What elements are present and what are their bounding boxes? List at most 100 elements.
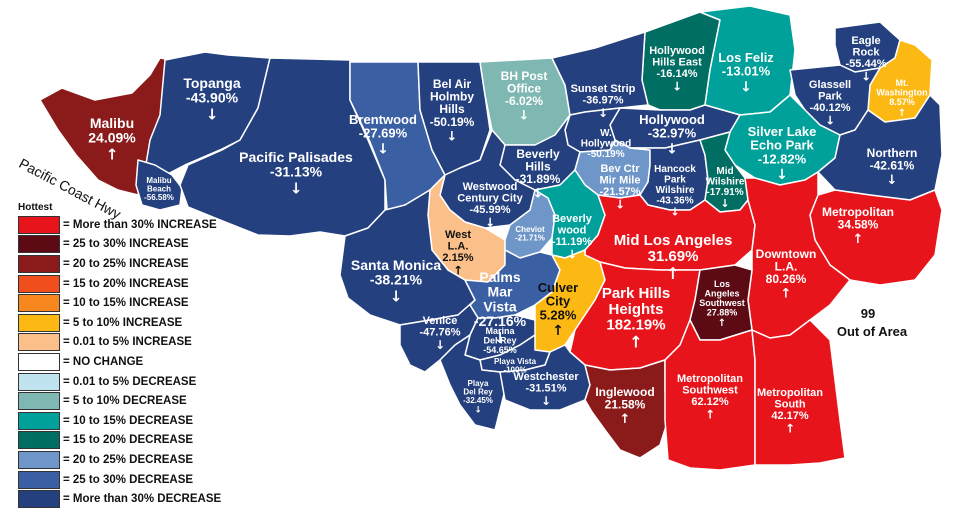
down-arrow-icon: ↓ <box>435 338 445 352</box>
region-percent: -13.01% <box>722 64 771 79</box>
region-percent: -11.19% <box>552 236 593 248</box>
down-arrow-icon: ↓ <box>485 215 495 229</box>
down-arrow-icon: ↓ <box>447 129 458 144</box>
region-name: Heights <box>608 301 663 318</box>
legend-swatch <box>18 235 60 254</box>
legend-label: = More than 30% INCREASE <box>63 218 217 231</box>
region-name: Hollywood <box>581 139 632 150</box>
out-of-area-label: Out of Area <box>837 324 908 339</box>
region-pacific-palisades <box>179 57 386 237</box>
region-percent: -27.16% <box>474 313 527 329</box>
region-name: Office <box>507 82 541 96</box>
region-label-pacific-palisades: Pacific Palisades-31.13%↓ <box>239 149 353 198</box>
region-label-cheviot: Cheviot-21.71% <box>515 225 545 242</box>
region-label-w-hollywood: W.Hollywood-50.19% <box>581 128 632 160</box>
region-percent: -50.19% <box>430 115 475 129</box>
region-label-playa-vista: Playa Vista-100% <box>494 357 537 374</box>
legend-row: = More than 30% DECREASE <box>18 489 248 509</box>
legend-row: = 0.01 to 5% DECREASE <box>18 372 248 392</box>
region-percent: -32.97% <box>648 126 697 141</box>
region-name: Palms <box>479 269 520 285</box>
legend-label: = 5 to 10% INCREASE <box>63 316 183 329</box>
legend-row: = NO CHANGE <box>18 352 248 372</box>
region-percent: -56.58% <box>144 193 174 202</box>
down-arrow-icon: ↓ <box>474 405 482 415</box>
down-arrow-icon: ↓ <box>615 197 625 211</box>
down-arrow-icon: ↓ <box>377 141 389 157</box>
region-name: Glassell <box>809 79 851 91</box>
up-arrow-icon: ↑ <box>781 287 792 302</box>
region-percent: -55.44% <box>846 58 887 70</box>
region-name: Mir Mile <box>600 175 641 187</box>
down-arrow-icon: ↓ <box>670 206 679 219</box>
region-percent: 34.58% <box>838 218 879 232</box>
up-arrow-icon: ↑ <box>453 263 463 277</box>
region-name: Westchester <box>513 371 579 383</box>
region-name: Inglewood <box>595 385 654 399</box>
region-sunset-strip <box>551 31 649 116</box>
region-name: Hills <box>439 102 465 116</box>
region-topanga <box>144 51 271 179</box>
region-name: Wilshire <box>656 185 695 196</box>
legend-row: = 20 to 25% INCREASE <box>18 254 248 274</box>
region-percent: -6.02% <box>505 94 543 108</box>
region-percent: -54.65% <box>483 345 517 355</box>
legend-label: = More than 30% DECREASE <box>63 493 222 506</box>
legend-label: = 0.01 to 5% INCREASE <box>63 336 192 349</box>
region-percent: -50.19% <box>587 149 624 160</box>
region-percent: 2.15% <box>442 252 473 264</box>
region-percent: -38.21% <box>370 272 423 288</box>
region-name: Brentwood <box>349 112 417 127</box>
region-name: Silver Lake <box>748 124 817 139</box>
region-name: Pacific Palisades <box>239 149 353 165</box>
region-label-hollywood: Hollywood-32.97%↓ <box>639 112 705 157</box>
region-name: Park <box>664 175 686 186</box>
region-label-santa-monica: Santa Monica-38.21%↓ <box>351 257 441 306</box>
region-name: Mt. <box>896 78 909 88</box>
down-arrow-icon: ↓ <box>598 106 608 120</box>
region-percent: -40.12% <box>810 102 851 114</box>
region-percent: -21.57% <box>600 186 641 198</box>
region-name: Bel Air <box>433 77 472 91</box>
region-percent: -43.36% <box>656 196 693 207</box>
legend-row: = 10 to 15% DECREASE <box>18 411 248 431</box>
region-label-sunset-strip: Sunset Strip-36.97%↓ <box>571 83 636 120</box>
down-arrow-icon: ↓ <box>776 167 788 183</box>
region-percent: 21.58% <box>605 398 646 412</box>
region-name: Mid Los Angeles <box>614 232 733 249</box>
region-name: Holmby <box>430 90 474 104</box>
legend-label: = 0.01 to 5% DECREASE <box>63 375 197 388</box>
region-percent: -47.76% <box>420 327 461 339</box>
legend-label: = 25 to 30% DECREASE <box>63 473 194 486</box>
region-name: Northern <box>867 146 918 160</box>
region-label-topanga: Topanga-43.90%↓ <box>183 75 241 124</box>
region-name: Vista <box>483 298 516 314</box>
up-arrow-icon: ↑ <box>785 421 795 435</box>
legend-swatch <box>18 294 60 313</box>
down-arrow-icon: ↓ <box>740 79 752 95</box>
region-percent: -42.61% <box>870 159 915 173</box>
legend-row: = 10 to 15% INCREASE <box>18 293 248 313</box>
region-name: Echo Park <box>750 138 814 153</box>
region-percent: 80.26% <box>766 272 807 286</box>
region-name: Sunset Strip <box>571 83 636 95</box>
legend-swatch <box>18 431 60 450</box>
region-name: Venice <box>423 315 458 327</box>
region-culver-city <box>529 249 606 353</box>
